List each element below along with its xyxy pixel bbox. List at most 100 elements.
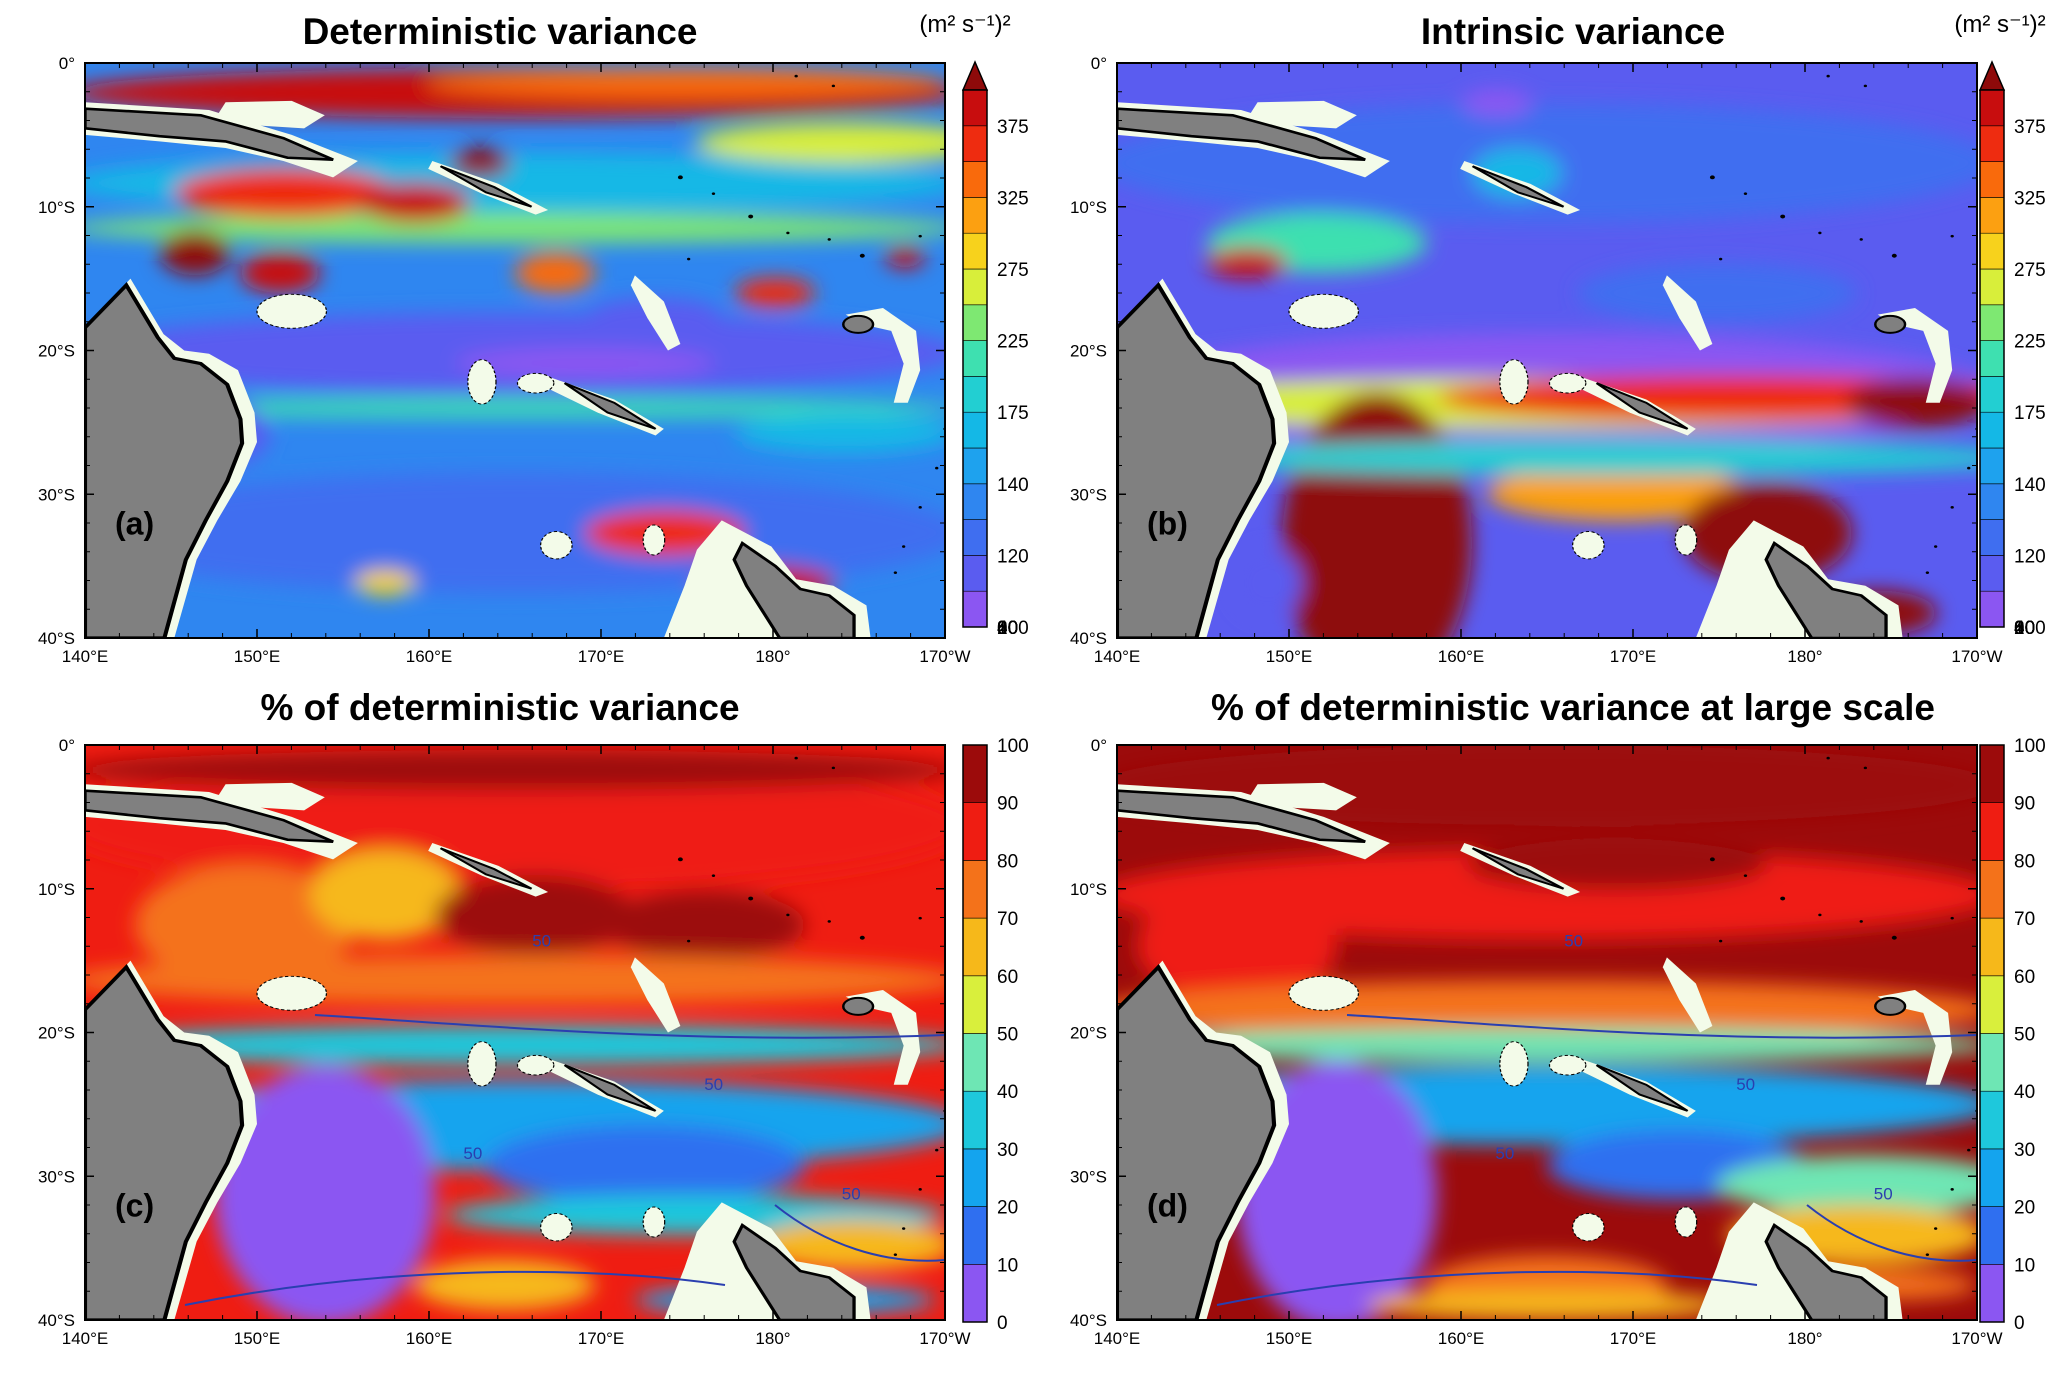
contour-label: 50 <box>704 1075 723 1094</box>
contour-region <box>355 570 415 596</box>
colorbar-segment <box>1979 1033 2005 1092</box>
colorbar-tick-label: 175 <box>997 403 1029 424</box>
lat-tick-label: 0° <box>1091 54 1107 73</box>
colorbar-segment <box>1979 590 2005 628</box>
contour-region <box>755 1220 945 1270</box>
colorbar-tick-label: 50 <box>997 1025 1018 1046</box>
contour-50: 50 50 50 50 <box>184 931 945 1306</box>
colorbar-segment <box>1979 744 2005 804</box>
colorbar-segment <box>962 519 988 556</box>
colorbar-tick-label: 100 <box>2014 618 2046 639</box>
colorbar-tick-label: 100 <box>997 618 1029 639</box>
colorbar-segment <box>962 447 988 485</box>
colorbar-segment <box>1979 89 2005 127</box>
lat-tick-label: 30°S <box>1070 485 1107 504</box>
colorbar-tick-label: 275 <box>997 260 1029 281</box>
contour-region <box>85 955 945 1005</box>
colorbar-unit: (m² s⁻¹)² <box>1954 11 2045 38</box>
contour-region <box>1137 885 1337 1005</box>
colorbar-tick-label: 120 <box>997 546 1029 567</box>
contour-label: 50 <box>532 931 551 950</box>
lat-tick-label: 0° <box>1091 736 1107 755</box>
lon-tick-label: 170°W <box>1951 1329 2002 1348</box>
lat-tick-label: 40°S <box>38 1311 75 1330</box>
contour-region <box>450 148 510 178</box>
contour-region <box>735 278 815 308</box>
lon-tick-label: 170°E <box>578 647 625 666</box>
colorbar-tick-label: 225 <box>2014 332 2046 353</box>
lon-tick-label: 160°E <box>1438 647 1485 666</box>
colorbar-tick-label: 60 <box>997 967 1018 988</box>
colorbar-tick-label: 0 <box>997 1313 1008 1334</box>
lat-tick-label: 10°S <box>1070 880 1107 899</box>
colorbar-tick-label: 70 <box>2014 909 2035 930</box>
colorbar-segment <box>962 89 988 127</box>
contour-region <box>85 213 945 243</box>
colorbar-segment <box>1979 975 2005 1034</box>
colorbar-tick-label: 90 <box>997 794 1018 815</box>
lon-tick-label: 180° <box>755 1329 790 1348</box>
colorbar-tick-label: 175 <box>2014 403 2046 424</box>
colorbar-tick-label: 100 <box>2014 736 2046 757</box>
lat-tick-label: 30°S <box>1070 1167 1107 1186</box>
lon-tick-label: 160°E <box>406 647 453 666</box>
colorbar-segment <box>962 161 988 198</box>
contour-region <box>85 1025 945 1065</box>
contour-region <box>485 1125 805 1205</box>
colorbar-segment <box>962 917 988 977</box>
colorbar-segment <box>1979 1264 2005 1323</box>
colorbar-tick-label: 40 <box>997 618 1018 639</box>
contour-region <box>175 168 395 218</box>
lat-tick-label: 40°S <box>38 629 75 648</box>
map-area <box>1117 63 1977 638</box>
colorbar-segment <box>962 1206 988 1265</box>
colorbar-segment <box>1979 483 2005 520</box>
colorbar-tick-label: 90 <box>2014 794 2035 815</box>
colorbar-tick-label: 20 <box>997 618 1018 639</box>
colorbar-segment <box>1979 555 2005 592</box>
map-area <box>85 63 945 638</box>
lat-tick-label: 20°S <box>38 1024 75 1043</box>
lat-tick-label: 20°S <box>38 342 75 361</box>
contour-region <box>435 875 635 955</box>
contour-50: 50 50 50 50 <box>1216 931 1977 1306</box>
contour-region <box>1232 548 1302 618</box>
contour-label: 50 <box>1874 1184 1893 1203</box>
panel-title: % of deterministic variance at large sca… <box>1211 687 1935 728</box>
colorbar-tick-label: 40 <box>2014 618 2035 639</box>
contour-region <box>1302 418 1352 548</box>
contour-label: 50 <box>1495 1144 1514 1163</box>
map-area: 50 50 50 50 <box>1117 745 1977 1320</box>
lat-tick-label: 30°S <box>38 1167 75 1186</box>
colorbar-segment <box>1979 917 2005 977</box>
contour-region <box>1117 850 1977 940</box>
colorbar-tick-label: 60 <box>997 618 1018 639</box>
colorbar-segment <box>1979 232 2005 270</box>
colorbar-tick-label: 40 <box>2014 1082 2035 1103</box>
contour-region <box>1367 1290 1727 1320</box>
lat-tick-label: 10°S <box>38 880 75 899</box>
panel-label: (b) <box>1147 506 1188 542</box>
panel-title: Intrinsic variance <box>1421 11 1725 52</box>
colorbar-tick-label: 80 <box>997 851 1018 872</box>
colorbar-tick-label: 20 <box>2014 618 2035 639</box>
colorbar-tick-label: 60 <box>2014 967 2035 988</box>
panel-label: (d) <box>1147 1188 1188 1224</box>
colorbar-unit: (m² s⁻¹)² <box>919 11 1010 38</box>
contour-region <box>885 248 925 268</box>
map-area: 50 50 50 50 <box>85 745 945 1320</box>
lon-tick-label: 170°W <box>919 647 970 666</box>
colorbar-segment <box>1979 802 2005 861</box>
contour-region <box>85 750 945 790</box>
contour-label: 50 <box>463 1144 482 1163</box>
colorbar-segment <box>1979 411 2005 449</box>
lat-tick-label: 10°S <box>38 198 75 217</box>
colorbar-segment <box>962 411 988 449</box>
colorbar-tick-label: 325 <box>997 188 1029 209</box>
colorbar-tick-label: 375 <box>2014 117 2046 138</box>
colorbar-segment <box>1979 125 2005 162</box>
colorbar-tick-label: 0 <box>2014 1313 2025 1334</box>
panel-b: Intrinsic variance (m² s⁻¹)² (b) 0° 10°S 20°S… <box>1070 11 2046 666</box>
